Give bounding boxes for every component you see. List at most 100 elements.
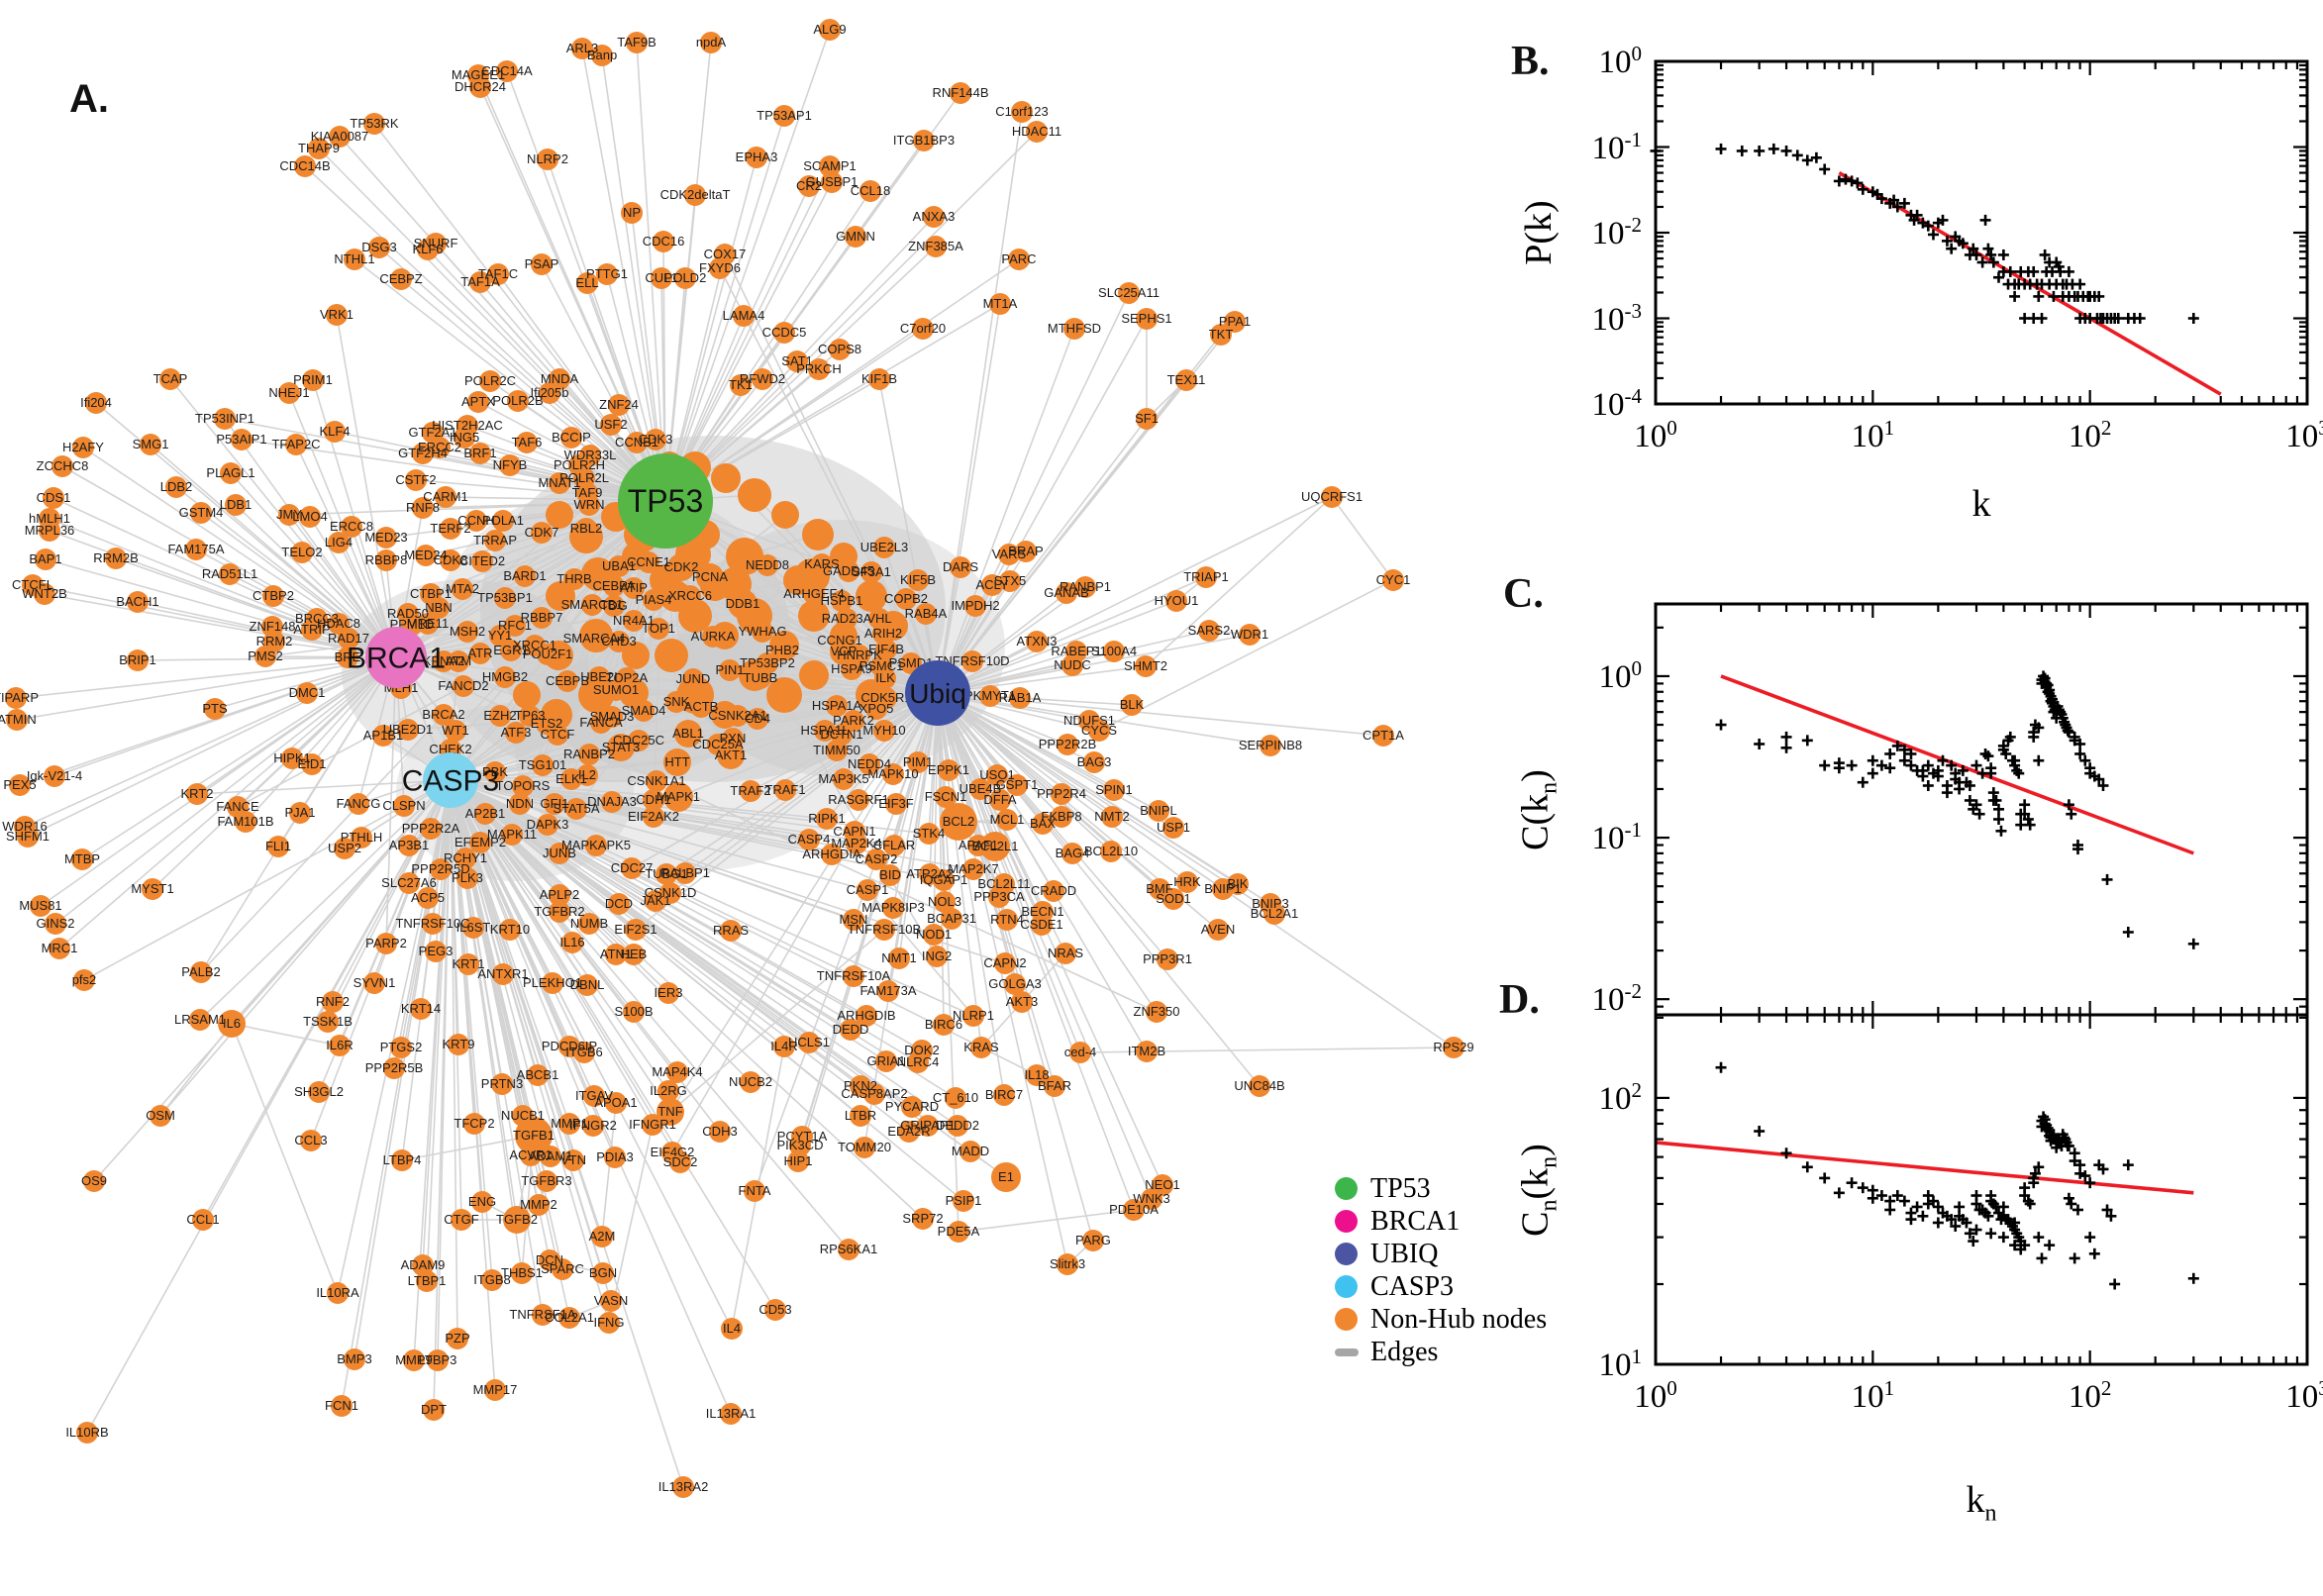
y-tick-label: 10-4 — [1591, 384, 1643, 423]
network-node-label: CCL18 — [851, 183, 890, 198]
network-node — [393, 795, 415, 817]
hub-label: CASP3 — [402, 765, 499, 798]
network-node-label: PMS2 — [248, 648, 282, 663]
network-node-label: CTBP2 — [252, 588, 294, 603]
network-node — [961, 650, 983, 672]
network-node — [883, 835, 905, 856]
network-node — [511, 1262, 533, 1284]
network-node — [465, 510, 487, 532]
network-node — [71, 848, 93, 870]
network-node — [484, 530, 506, 551]
network-node — [605, 1092, 627, 1114]
legend-item: UBIQ — [1335, 1238, 1547, 1270]
network-node-label: CSNK1D — [645, 885, 697, 900]
network-node-label: BAX — [1030, 816, 1056, 831]
network-node-label: IL13RA1 — [706, 1406, 757, 1421]
edge — [86, 779, 452, 1434]
network-node-label: ACP5 — [411, 890, 445, 905]
network-node-label: FAM175A — [167, 542, 224, 556]
network-node — [802, 519, 834, 550]
network-node-label: PDE5A — [938, 1224, 980, 1239]
network-node-label: JMY — [276, 507, 302, 522]
network-node — [1103, 641, 1125, 662]
network-node-label: TP53AP1 — [757, 108, 812, 123]
network-node-label: BCL2 — [943, 814, 975, 829]
network-node — [204, 698, 226, 720]
network-node-label: HSPA1L — [801, 723, 850, 738]
network-node-label: TP53BP1 — [477, 590, 533, 605]
edge — [450, 779, 612, 1302]
network-node — [43, 487, 64, 509]
network-node — [850, 1105, 871, 1127]
network-node-label: SOD1 — [1156, 891, 1190, 906]
edge — [16, 656, 397, 721]
network-node — [456, 867, 478, 889]
network-node-label: KARS — [804, 556, 840, 571]
network-node — [663, 782, 693, 812]
network-node — [331, 1395, 353, 1417]
network-node-label: HMGB2 — [482, 669, 528, 684]
network-node — [327, 1282, 349, 1304]
network-node-label: BCL2L10 — [1084, 844, 1138, 858]
network-node-label: MAP2K7 — [948, 861, 998, 876]
network-node — [220, 462, 242, 484]
network-node-label: PSAP — [525, 256, 559, 271]
network-node-label: TOP1 — [642, 621, 675, 636]
network-node — [783, 565, 813, 595]
edge — [937, 692, 1271, 905]
network-node — [747, 708, 768, 730]
network-node — [296, 682, 318, 704]
network-node-label: CSNK1A1 — [627, 773, 685, 788]
edge — [937, 692, 1068, 1265]
network-node-label: TP53BP2 — [740, 655, 795, 670]
network-node-label: FXYD6 — [699, 260, 741, 275]
network-node-label: RAD17 — [328, 631, 369, 646]
network-node-label: SNK — [663, 694, 690, 709]
network-node — [484, 761, 506, 783]
network-node-label: VCP — [831, 644, 858, 658]
network-node-label: CEBPA — [592, 578, 635, 593]
x-axis-label: kn — [1966, 1479, 1997, 1527]
network-node-label: CEBPB — [546, 673, 589, 688]
network-node-label: UQCRFS1 — [1301, 489, 1363, 504]
network-node — [846, 833, 867, 854]
network-node — [417, 613, 439, 635]
legend-label: UBIQ — [1370, 1238, 1439, 1269]
network-node-label: pfs2 — [72, 972, 97, 987]
network-node-label: RAB1A — [999, 690, 1042, 705]
network-node-label: KRAS — [963, 1040, 999, 1054]
network-node — [403, 1349, 425, 1371]
edge — [664, 29, 831, 502]
network-node — [1175, 369, 1197, 391]
network-node — [576, 764, 598, 786]
network-node — [766, 677, 802, 713]
network-node-label: KRT2 — [181, 786, 214, 801]
legend-item: BRCA1 — [1335, 1205, 1547, 1238]
network-node-label: MTBP — [64, 851, 100, 866]
network-node-label: C7orf20 — [900, 321, 946, 336]
x-tick-label: 101 — [1851, 1376, 1895, 1415]
y-tick-label: 10-1 — [1591, 818, 1643, 857]
network-node-label: CDK5R1 — [860, 690, 911, 705]
network-node — [643, 789, 664, 811]
network-node-label: CDK8 — [434, 552, 468, 567]
network-node-label: TCAP — [153, 371, 188, 386]
network-node-label: BARD1 — [503, 568, 546, 583]
network-node-label: CDH1 — [636, 792, 670, 807]
network-node-label: PTHLH — [341, 830, 383, 845]
network-node-label: CDS1 — [37, 490, 71, 505]
network-node — [532, 754, 554, 776]
network-node — [348, 793, 369, 815]
network-node — [491, 1073, 513, 1095]
network-node-label: MAPK10 — [867, 766, 918, 781]
network-node-label: NUCB2 — [729, 1074, 772, 1089]
network-node-label: LRSAM1 — [174, 1012, 226, 1027]
network-node — [552, 1258, 573, 1280]
network-node — [986, 764, 1008, 786]
network-node-label: HDAC8 — [317, 616, 360, 631]
network-node — [1057, 1253, 1078, 1275]
edge — [937, 292, 1130, 694]
network-node-label: PDIA3 — [596, 1149, 634, 1164]
network-node — [72, 437, 94, 458]
network-node — [405, 469, 427, 491]
